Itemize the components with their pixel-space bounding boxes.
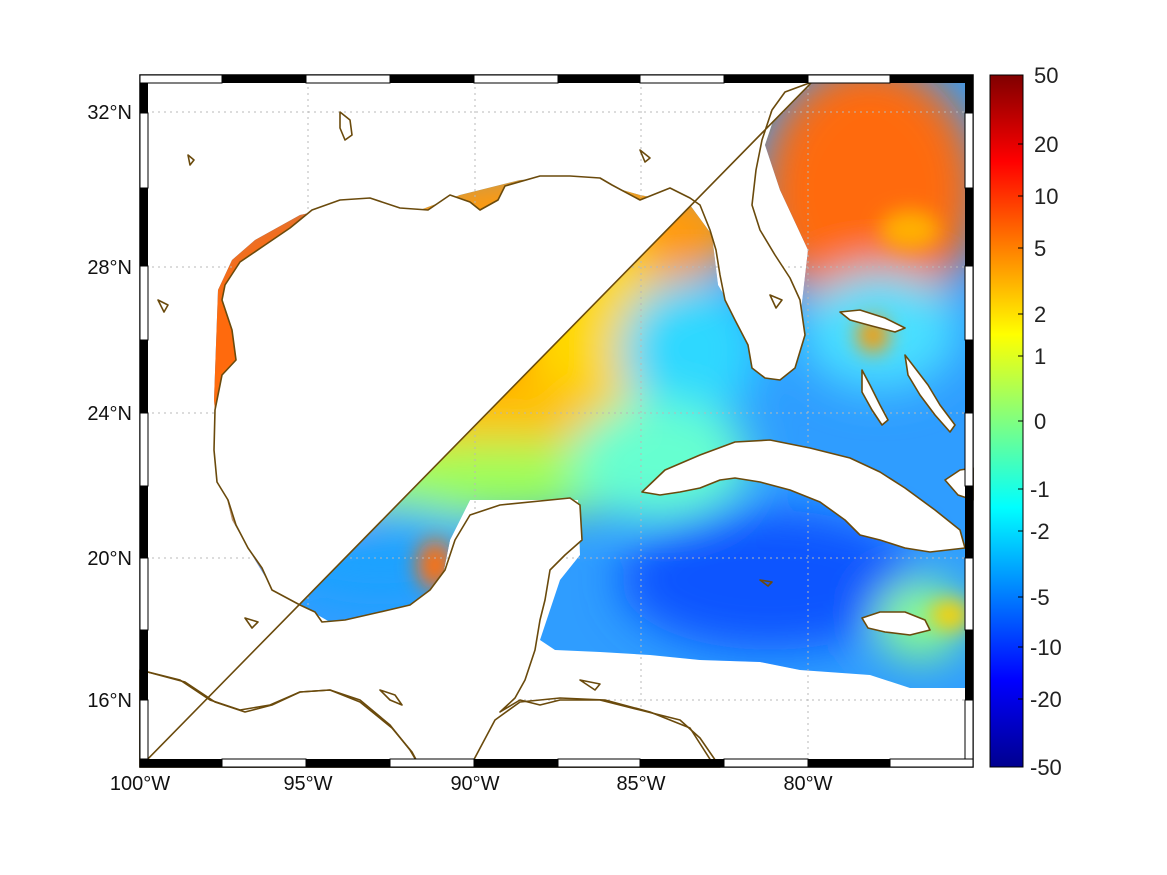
lat-tick-label: 16°N [87,690,132,712]
colorbar-label: -20 [1030,687,1062,712]
colorbar-label: -2 [1030,519,1050,544]
lat-tick-label: 32°N [87,102,132,124]
lon-tick-label: 100°W [110,773,170,795]
jamaica-land [861,611,931,636]
colorbar-label: 2 [1034,302,1046,327]
lon-axis: 100°W 95°W 90°W 85°W 80°W [110,773,833,795]
colorbar-label: -5 [1030,585,1050,610]
colorbar-ticks [1018,74,1023,768]
lon-tick-label: 85°W [616,773,665,795]
florida-land [139,81,813,768]
lat-tick-label: 28°N [87,257,132,279]
map-frame [139,74,974,768]
lat-axis: 32°N 28°N 24°N 20°N 16°N [87,102,132,712]
lat-tick-label: 20°N [87,548,132,570]
cuba-land [641,439,966,553]
lon-tick-label: 95°W [283,773,332,795]
honduras-coast [469,697,716,768]
lat-tick-label: 24°N [87,403,132,425]
colorbar-label: 5 [1034,236,1046,261]
coastlines [139,81,974,768]
colorbar-label: -1 [1030,477,1050,502]
colorbar-label: 1 [1034,344,1046,369]
colorbar-label: 10 [1034,184,1058,209]
colorbar-label: 20 [1034,132,1058,157]
colorbar-label: 50 [1034,63,1058,88]
colorbar-label: 0 [1034,409,1046,434]
colorbar-label: -10 [1030,635,1062,660]
lon-tick-label: 90°W [450,773,499,795]
colorbar: 50 20 10 5 2 1 0 -1 -2 -5 -10 -20 -50 [989,63,1062,780]
central-america-coast [139,669,421,768]
bahamas-abaco [839,309,906,333]
bahamas-eleuthera [904,354,956,433]
bahamas-andros [861,369,889,426]
lon-tick-label: 80°W [783,773,832,795]
colorbar-label: -50 [1030,755,1062,780]
